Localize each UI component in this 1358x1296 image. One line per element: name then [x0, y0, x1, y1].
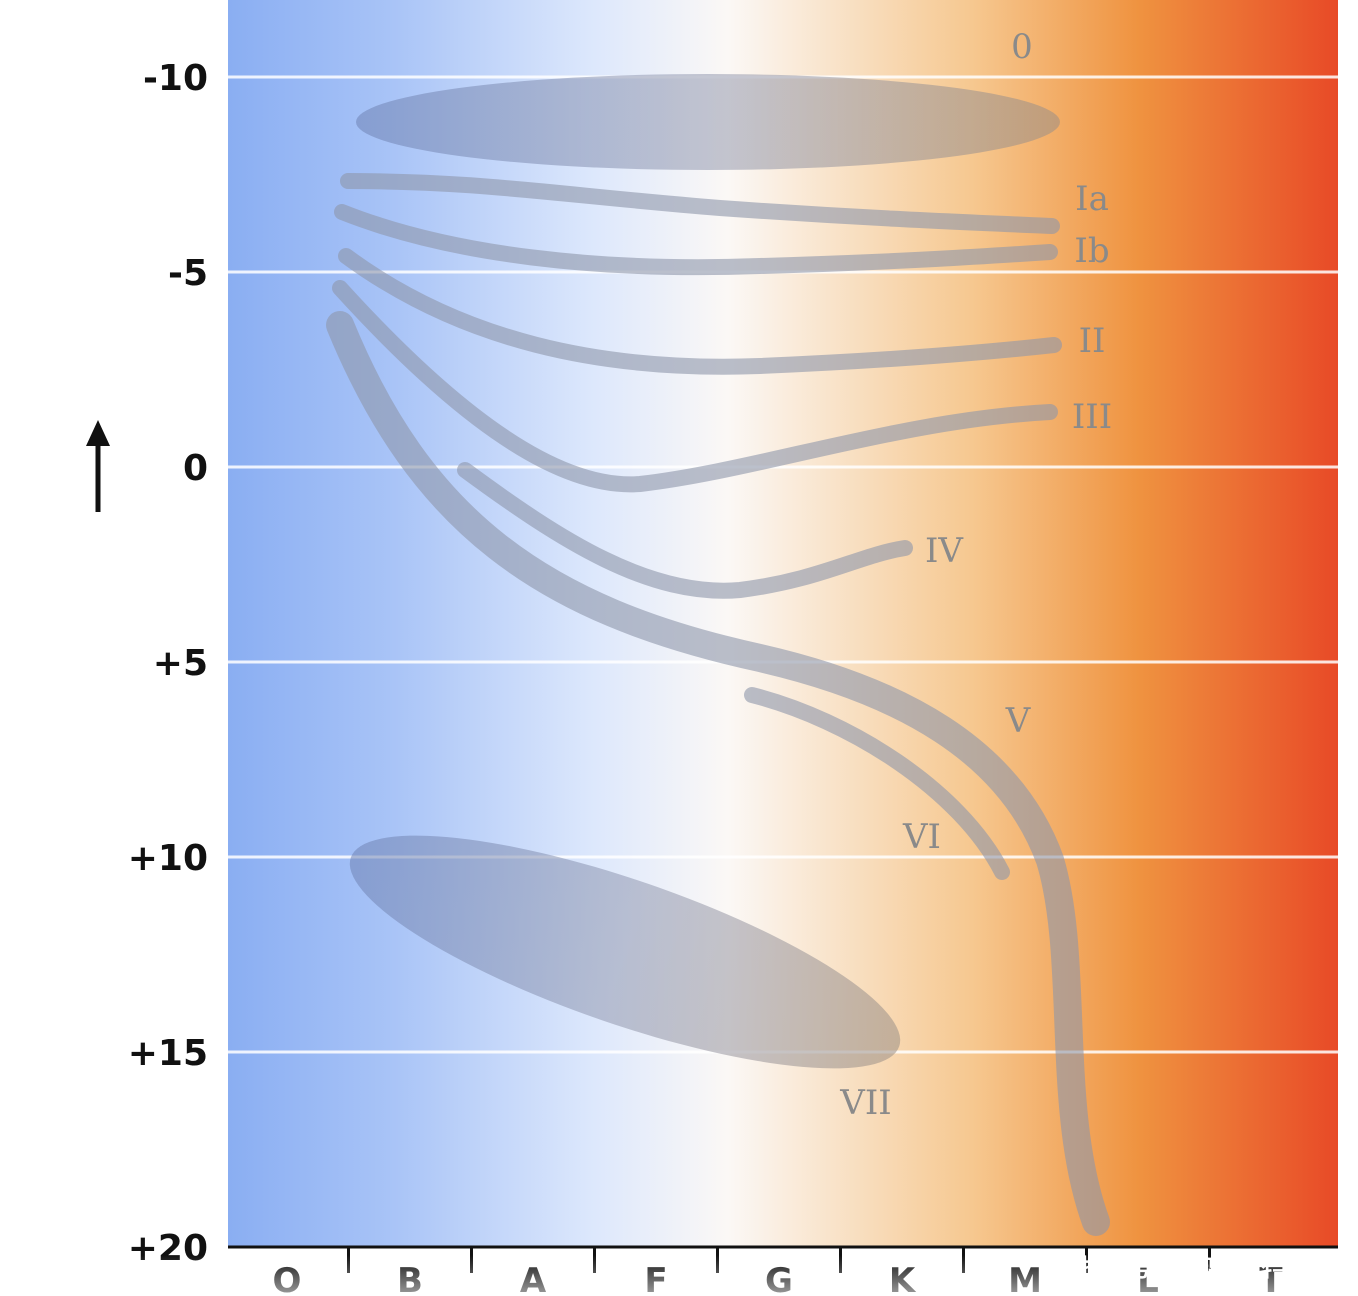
- up-arrow-icon: [86, 420, 110, 512]
- class-Ib-curve: [334, 204, 1058, 276]
- class-III-curve: [332, 280, 1058, 493]
- class-VII-band: [349, 835, 901, 1069]
- luminosity-label-VI: VI: [902, 817, 941, 857]
- luminosity-label-IV: IV: [925, 531, 964, 571]
- class-Ia-curve: [340, 173, 1060, 234]
- y-tick-label: -5: [168, 253, 208, 294]
- y-tick-label: 0: [183, 448, 208, 489]
- luminosity-label-Ia: Ia: [1075, 179, 1109, 219]
- luminosity-shapes: [326, 74, 1110, 1236]
- class-IV-curve: [457, 462, 913, 599]
- y-tick-label: +5: [153, 643, 208, 684]
- class-VI-curve: [744, 687, 1010, 880]
- watermark-text: 搜狐号@琉璃聊科学: [1080, 1254, 1296, 1282]
- luminosity-label-V: V: [1005, 701, 1032, 741]
- luminosity-label-II: II: [1079, 321, 1106, 361]
- class-0-band: [356, 74, 1060, 170]
- y-tick-label: -10: [143, 58, 208, 99]
- class-V-curve: [326, 311, 1110, 1236]
- class-II-curve: [338, 248, 1062, 375]
- y-axis-ticks: -10-50+5+10+15+20: [128, 58, 208, 1269]
- bottom-fade: [0, 1255, 1358, 1296]
- luminosity-label-0: 0: [1011, 27, 1033, 67]
- luminosity-label-III: III: [1072, 397, 1112, 437]
- luminosity-label-VII: VII: [839, 1083, 891, 1123]
- y-tick-label: +10: [128, 838, 208, 879]
- luminosity-label-Ib: Ib: [1074, 231, 1109, 271]
- y-tick-label: +15: [128, 1033, 208, 1074]
